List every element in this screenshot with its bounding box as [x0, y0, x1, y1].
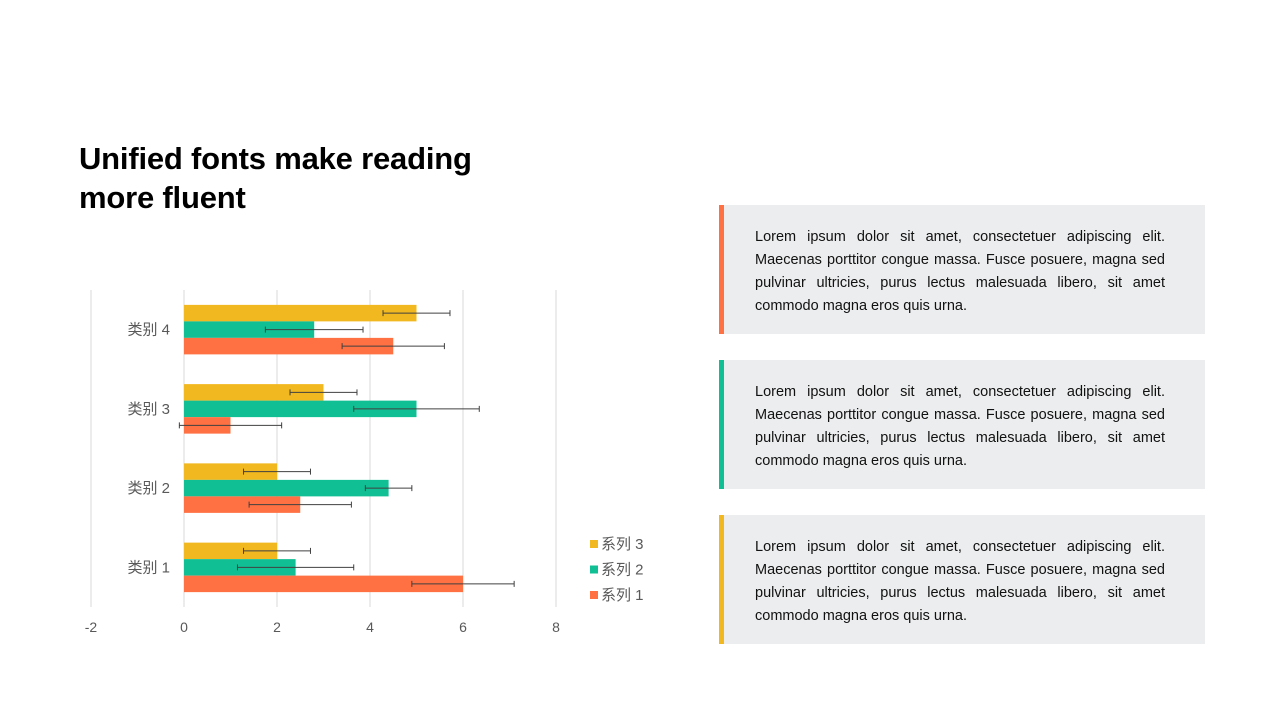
legend-swatch-1: [590, 591, 598, 599]
page-title-line-1: Unified fonts make reading: [79, 141, 472, 176]
text-card-2-body: Lorem ipsum dolor sit amet, consectetuer…: [755, 384, 1165, 469]
bar-s2-c3: [184, 400, 417, 418]
legend-label-3: 系列 3: [601, 536, 644, 553]
bar-s1-c1: [184, 575, 463, 593]
bar-s3-c4: [184, 304, 417, 322]
legend-label-1: 系列 1: [601, 587, 644, 604]
text-card-3-body: Lorem ipsum dolor sit amet, consectetuer…: [755, 539, 1165, 624]
text-card-1-body: Lorem ipsum dolor sit amet, consectetuer…: [755, 229, 1165, 314]
x-tick-label-0: -2: [85, 619, 98, 635]
bar-s3-c1: [184, 542, 277, 560]
text-card-3: Lorem ipsum dolor sit amet, consectetuer…: [719, 515, 1205, 644]
bar-s1-c4: [184, 337, 394, 355]
y-category-label-1: 类别 1: [127, 559, 170, 576]
bar-s3-c2: [184, 463, 277, 480]
x-tick-label-4: 6: [459, 619, 467, 635]
x-tick-label-1: 0: [180, 619, 188, 635]
x-tick-label-3: 4: [366, 619, 374, 635]
x-tick-label-5: 8: [552, 619, 560, 635]
bar-s2-c2: [184, 479, 389, 497]
page-title: Unified fonts make reading more fluent: [79, 139, 599, 217]
bar-s1-c2: [184, 496, 301, 513]
y-category-label-2: 类别 2: [127, 480, 170, 497]
legend-label-2: 系列 2: [601, 562, 644, 579]
text-card-1: Lorem ipsum dolor sit amet, consectetuer…: [719, 205, 1205, 334]
bar-s3-c3: [184, 384, 324, 401]
y-category-label-3: 类别 3: [127, 401, 170, 418]
x-tick-label-2: 2: [273, 619, 281, 635]
text-card-2: Lorem ipsum dolor sit amet, consectetuer…: [719, 360, 1205, 489]
bar-s2-c4: [184, 321, 315, 338]
legend-swatch-3: [590, 540, 598, 548]
bar-chart: -2 0 2 4 6 8 类别 1 类别 2 类别 3 类别 4 系列 3 系列 2 系列 1: [85, 290, 644, 635]
legend-swatch-2: [590, 565, 598, 574]
y-category-label-4: 类别 4: [127, 322, 170, 339]
page-title-line-2: more fluent: [79, 180, 246, 215]
